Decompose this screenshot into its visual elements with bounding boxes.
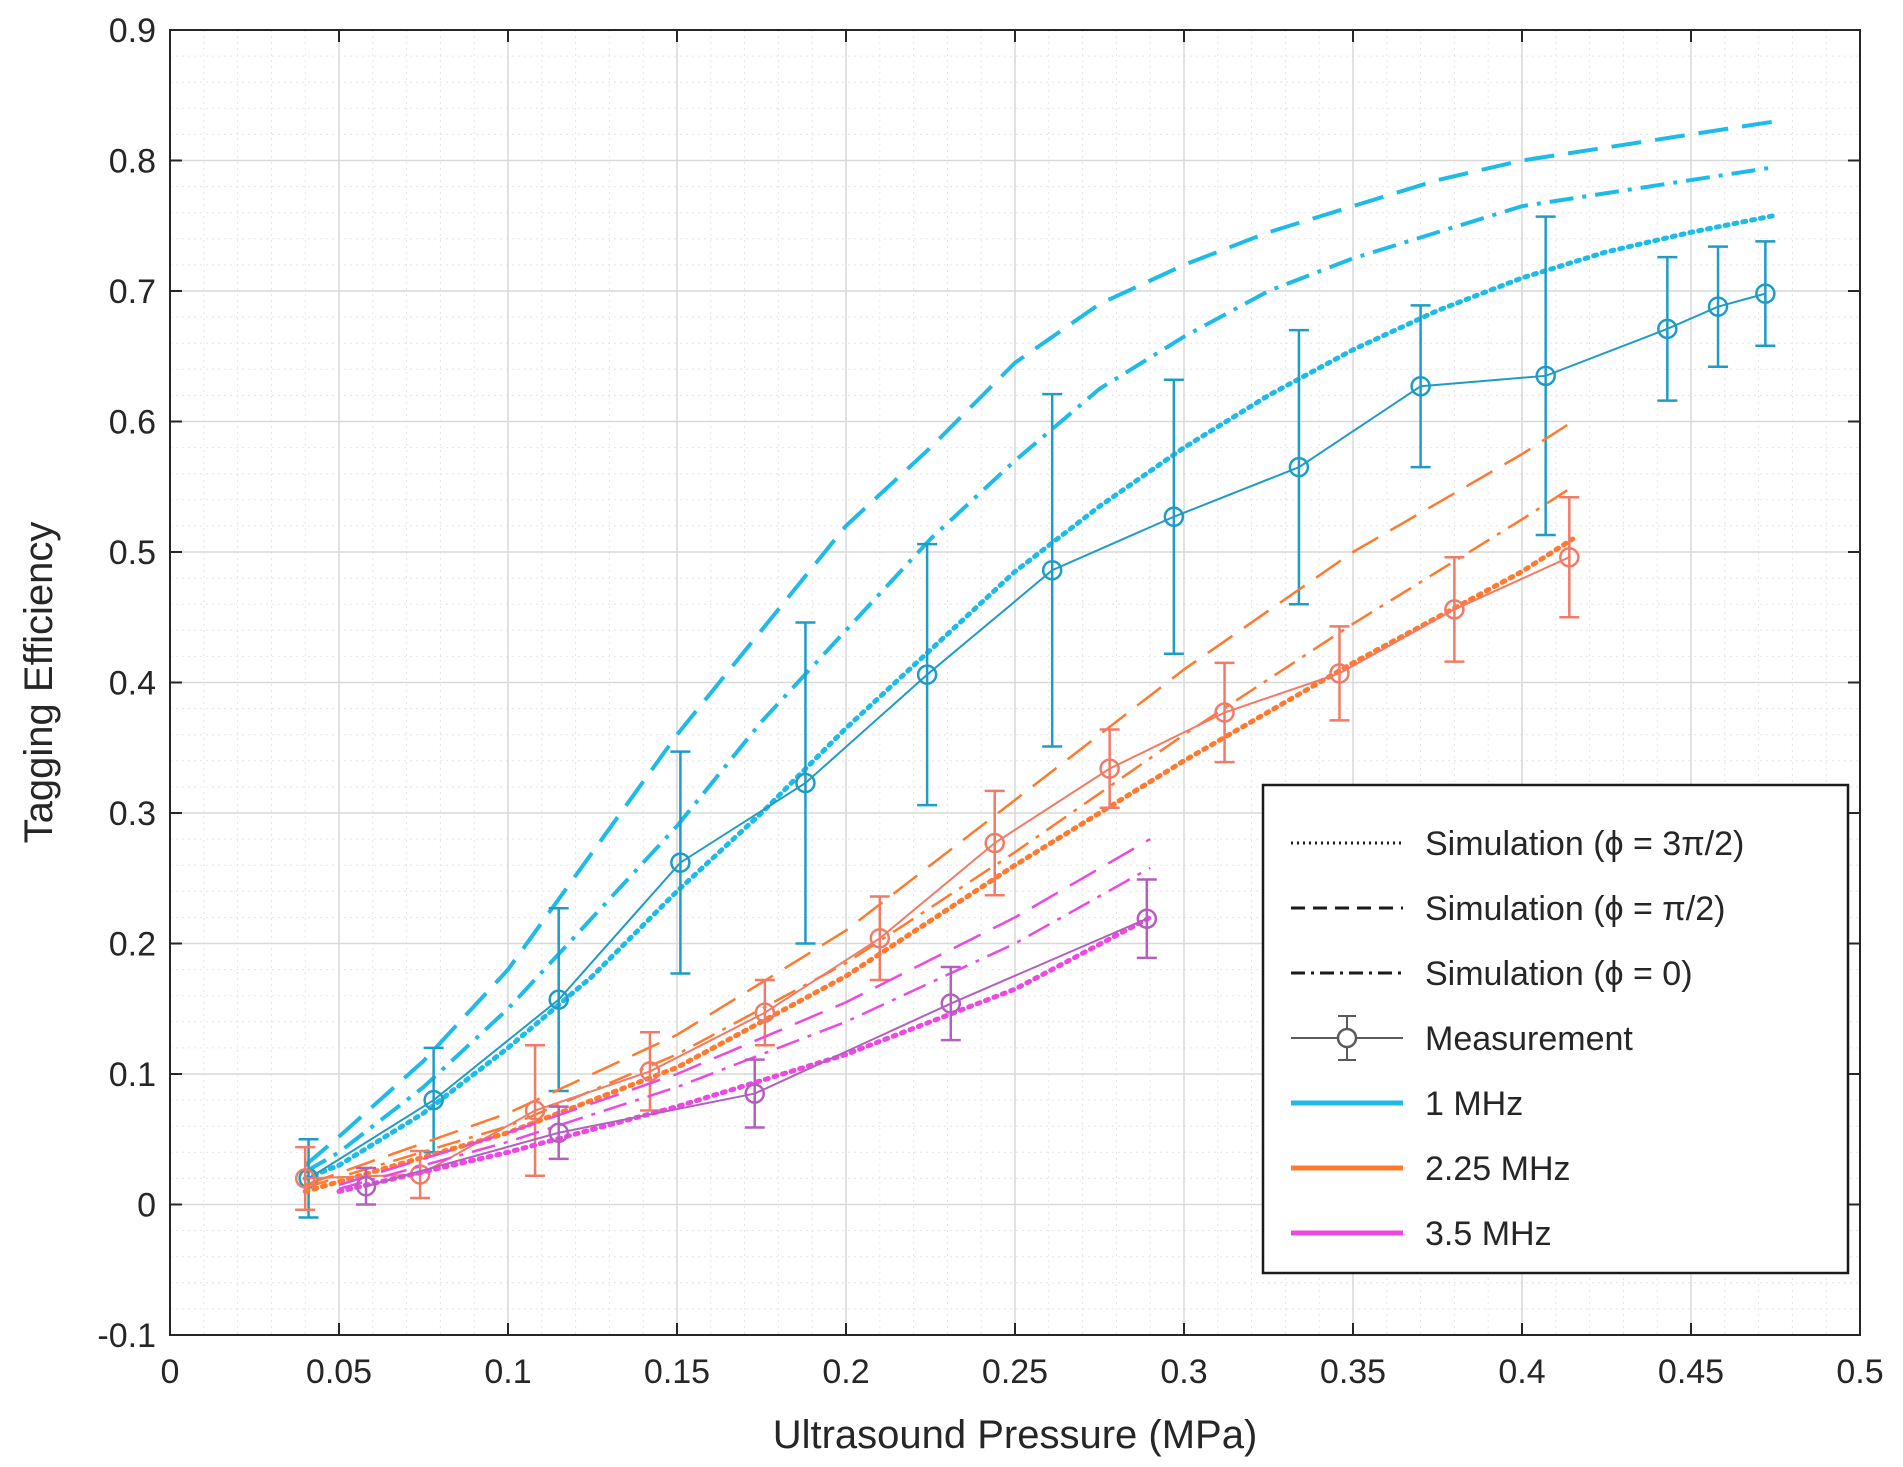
measurement-point xyxy=(639,1061,661,1082)
simulation-line xyxy=(304,485,1574,1189)
measurement-point xyxy=(1707,296,1729,317)
legend-label: 3.5 MHz xyxy=(1425,1215,1552,1253)
measurement-point xyxy=(1535,365,1556,387)
legend-label: Simulation (ϕ = 0) xyxy=(1425,955,1693,993)
measurement-point xyxy=(940,993,962,1014)
legend-entry-simulation-0: Simulation (ϕ = 0) xyxy=(1291,955,1693,993)
y-tick-label: 0.3 xyxy=(109,795,156,833)
plot-series xyxy=(294,119,1778,1219)
y-tick-label: -0.1 xyxy=(97,1317,156,1355)
measurement-line xyxy=(305,556,1570,1180)
y-tick-label: 0.5 xyxy=(109,534,156,572)
measurement-point xyxy=(1099,758,1120,779)
series-1-mhz-measurement xyxy=(298,215,1776,1219)
measurement-point xyxy=(670,852,691,873)
y-tick-label: 0.6 xyxy=(109,404,156,442)
measurement-point xyxy=(1329,663,1350,684)
measurement-point xyxy=(744,1083,765,1104)
measurement-point xyxy=(754,1002,776,1023)
y-tick-label: 0.4 xyxy=(109,665,156,703)
y-tick-label: 0.1 xyxy=(109,1056,156,1094)
measurement-point xyxy=(984,832,1005,854)
legend-entry-simulation-3-2: Simulation (ϕ = 3π/2) xyxy=(1291,825,1744,863)
x-tick-label: 0.35 xyxy=(1320,1353,1386,1391)
legend-entry-1-mhz: 1 MHz xyxy=(1291,1085,1523,1123)
x-tick-label: 0 xyxy=(161,1353,180,1391)
y-tick-label: 0.8 xyxy=(109,143,156,181)
simulation-line xyxy=(304,420,1574,1187)
simulation-line xyxy=(336,914,1153,1194)
y-axis-label: Tagging Efficiency xyxy=(17,522,61,844)
measurement-point xyxy=(916,664,938,685)
legend-label: Measurement xyxy=(1425,1020,1633,1058)
series-3-5-mhz-measurement xyxy=(355,878,1158,1206)
measurement-point xyxy=(1755,283,1776,304)
legend-label: Simulation (ϕ = 3π/2) xyxy=(1425,825,1744,863)
legend-swatch xyxy=(1336,1027,1358,1049)
x-tick-label: 0.5 xyxy=(1836,1353,1883,1391)
measurement-point xyxy=(1214,702,1235,723)
series-1-mhz-simulation-3-2 xyxy=(302,212,1778,1181)
series-3-5-mhz-simulation-2 xyxy=(338,838,1151,1187)
x-tick-label: 0.4 xyxy=(1498,1353,1545,1391)
measurement-point xyxy=(1163,506,1185,528)
legend: Simulation (ϕ = 3π/2) Simulation (ϕ = π/2… xyxy=(1261,783,1850,1275)
measurement-point xyxy=(548,989,569,1010)
simulation-line xyxy=(302,212,1778,1181)
y-tick-label: 0.7 xyxy=(109,273,156,311)
series-1-mhz-simulation-2 xyxy=(303,119,1776,1167)
measurement-point xyxy=(548,1122,569,1143)
legend-entry-simulation-2: Simulation (ϕ = π/2) xyxy=(1291,890,1725,928)
measurement-point xyxy=(524,1100,546,1121)
series-2-25-mhz-simulation-0 xyxy=(304,485,1574,1189)
series-1-mhz-simulation-0 xyxy=(304,165,1776,1174)
x-tick-label: 0.25 xyxy=(982,1353,1048,1391)
measurement-point xyxy=(869,928,891,949)
legend-entry-3-5-mhz: 3.5 MHz xyxy=(1291,1215,1552,1253)
simulation-line xyxy=(303,119,1776,1167)
x-tick-label: 0.05 xyxy=(306,1353,372,1391)
series-2-25-mhz-measurement xyxy=(294,495,1580,1211)
measurement-point xyxy=(1559,546,1580,568)
simulation-line xyxy=(338,866,1151,1191)
measurement-point xyxy=(795,772,816,794)
measurement-point xyxy=(1136,908,1158,929)
x-tick-label: 0.45 xyxy=(1658,1353,1724,1391)
y-tick-label: 0 xyxy=(137,1187,156,1225)
simulation-line xyxy=(304,165,1776,1174)
measurement-point xyxy=(1288,456,1310,478)
x-tick-label: 0.15 xyxy=(644,1353,710,1391)
measurement-line xyxy=(308,292,1766,1180)
simulation-line xyxy=(302,536,1576,1194)
series-3-5-mhz-simulation-0 xyxy=(338,866,1151,1191)
legend-box xyxy=(1261,783,1850,1275)
series-2-25-mhz-simulation-3-2 xyxy=(302,536,1576,1194)
measurement-point xyxy=(355,1175,377,1197)
x-tick-label: 0.2 xyxy=(822,1353,869,1391)
measurement-point xyxy=(1657,318,1678,340)
x-tick-label: 0.1 xyxy=(484,1353,531,1391)
legend-label: 1 MHz xyxy=(1425,1085,1523,1123)
y-tick-label: 0.9 xyxy=(109,12,156,50)
x-tick-label: 0.3 xyxy=(1160,1353,1207,1391)
measurement-point xyxy=(1041,560,1063,581)
legend-entry-2-25-mhz: 2.25 MHz xyxy=(1291,1150,1571,1188)
legend-label: Simulation (ϕ = π/2) xyxy=(1425,890,1725,928)
legend-entry-measurement: Measurement xyxy=(1291,1015,1633,1061)
measurement-point xyxy=(294,1168,316,1189)
measurement-point xyxy=(1444,599,1465,620)
measurement-point xyxy=(1410,376,1431,397)
y-tick-label: 0.2 xyxy=(109,926,156,964)
simulation-line xyxy=(338,838,1151,1187)
measurement-point xyxy=(423,1089,444,1111)
series-3-5-mhz-simulation-3-2 xyxy=(336,914,1153,1194)
x-axis-label: Ultrasound Pressure (MPa) xyxy=(773,1413,1258,1457)
series-2-25-mhz-simulation-2 xyxy=(304,420,1574,1187)
legend-label: 2.25 MHz xyxy=(1425,1150,1571,1188)
axis-ticks: 0 0.05 0.1 0.15 0.2 0.25 0.3 0.35 0.4 0.45 0.5 -0.1… xyxy=(97,12,1883,1391)
